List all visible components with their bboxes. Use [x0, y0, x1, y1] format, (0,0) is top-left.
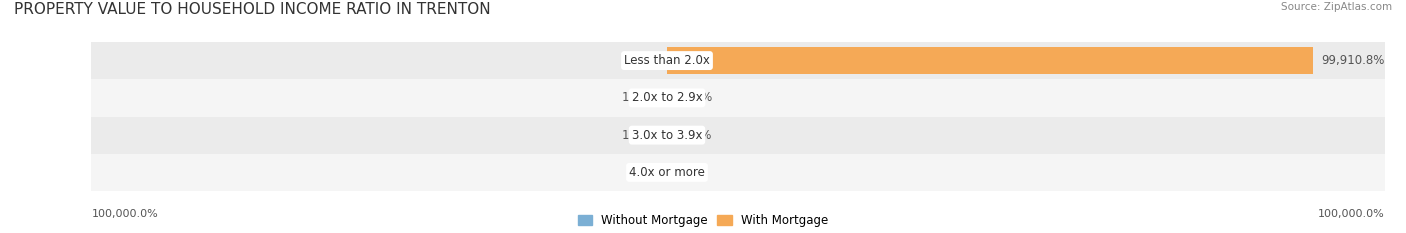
Text: 17.6%: 17.6% — [621, 91, 659, 104]
Bar — [666, 47, 1313, 74]
Text: 19.4%: 19.4% — [675, 129, 713, 142]
Text: 2.0x to 2.9x: 2.0x to 2.9x — [631, 91, 703, 104]
Text: PROPERTY VALUE TO HOUSEHOLD INCOME RATIO IN TRENTON: PROPERTY VALUE TO HOUSEHOLD INCOME RATIO… — [14, 2, 491, 17]
Text: 100,000.0%: 100,000.0% — [1319, 209, 1385, 219]
Text: 64.8%: 64.8% — [621, 54, 659, 67]
Text: 10.2%: 10.2% — [621, 129, 659, 142]
Text: 100,000.0%: 100,000.0% — [91, 209, 157, 219]
Text: Less than 2.0x: Less than 2.0x — [624, 54, 710, 67]
Text: 3.0x to 3.9x: 3.0x to 3.9x — [631, 129, 702, 142]
Text: 4.0x or more: 4.0x or more — [628, 166, 704, 179]
Legend: Without Mortgage, With Mortgage: Without Mortgage, With Mortgage — [578, 214, 828, 227]
Text: Source: ZipAtlas.com: Source: ZipAtlas.com — [1281, 2, 1392, 12]
Text: 7.4%: 7.4% — [630, 166, 659, 179]
Text: 99,910.8%: 99,910.8% — [1322, 54, 1385, 67]
Text: 8.6%: 8.6% — [675, 166, 704, 179]
Text: 59.1%: 59.1% — [675, 91, 713, 104]
